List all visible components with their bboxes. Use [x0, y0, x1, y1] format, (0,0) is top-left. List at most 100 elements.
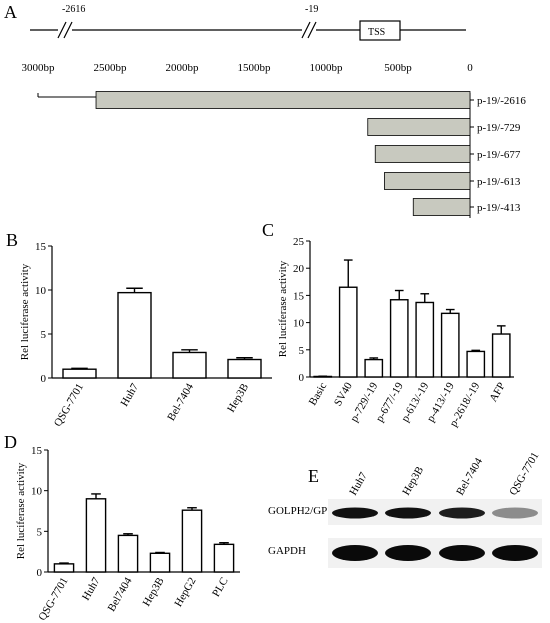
- y-tick-label: 0: [37, 567, 43, 579]
- blot-band-golph2: [332, 507, 378, 519]
- blot-lane-label: Huh7: [347, 470, 370, 498]
- x-tick-label: Basic: [307, 380, 330, 407]
- x-tick-label: Bel-7404: [165, 381, 196, 423]
- blot-band-gapdh: [492, 545, 538, 561]
- panel-a-bar: [384, 172, 471, 190]
- blot-band-gapdh: [385, 545, 431, 561]
- panel-a-row-label: p-19/-677: [477, 149, 521, 161]
- blot-row-label-golph2: GOLPH2/GP73: [268, 505, 339, 517]
- y-tick-label: 0: [299, 372, 305, 384]
- panel-e-letter: E: [308, 466, 319, 486]
- bar: [172, 351, 207, 379]
- y-tick-label: 5: [41, 329, 47, 341]
- break-mark-1b: [63, 21, 73, 39]
- bar: [213, 543, 235, 573]
- panel-a-row-label: p-19/-729: [477, 122, 521, 134]
- panel-a-tick-label: 500bp: [384, 62, 412, 74]
- bar: [440, 312, 460, 378]
- bar: [53, 563, 75, 573]
- panel-c: C 0 5 10 15 20 25 Rel luciferase activity Basic…: [262, 220, 514, 429]
- break-gap-2: [302, 22, 316, 38]
- panel-a-bar: [412, 198, 471, 216]
- marker-2616: -2616: [62, 4, 85, 15]
- break-gap-1: [58, 22, 72, 38]
- y-tick-label: 25: [293, 236, 305, 248]
- y-tick-label: 15: [35, 241, 47, 253]
- panel-a-tick-label: 0: [467, 62, 473, 74]
- panel-a-tick-label: 1500bp: [238, 62, 272, 74]
- panel-a: A -2616 -19 TSS 3000bp 2500bp 2000bp 1500bp…: [4, 2, 526, 218]
- bar: [227, 358, 262, 379]
- panel-a-bars: p-19/-2616 p-19/-729 p-19/-677 p-19/-613 p-1…: [95, 91, 526, 216]
- blot-band-golph2: [492, 507, 538, 519]
- y-axis-label: Rel luciferase activity: [19, 263, 31, 360]
- panel-a-letter: A: [4, 2, 17, 22]
- panel-a-tick-label: 1000bp: [310, 62, 344, 74]
- blot-band-golph2: [439, 507, 485, 519]
- panel-a-tick-label: 2000bp: [166, 62, 200, 74]
- y-tick-label: 0: [41, 373, 47, 385]
- panel-c-letter: C: [262, 220, 274, 240]
- panel-b-letter: B: [6, 230, 18, 250]
- tss-label: TSS: [368, 27, 385, 38]
- x-tick-label: Huh7: [80, 575, 103, 603]
- blot-row-label-gapdh: GAPDH: [268, 545, 306, 557]
- panel-a-bar: [367, 118, 471, 136]
- bar: [85, 498, 107, 573]
- panel-a-bar: [374, 145, 471, 163]
- panel-a-tick-label: 2500bp: [94, 62, 128, 74]
- bar: [389, 299, 409, 378]
- x-tick-label: SV40: [332, 380, 355, 408]
- blot-band-gapdh: [439, 545, 485, 561]
- panel-a-row-label: p-19/-413: [477, 202, 521, 214]
- y-axis-label: Rel luciferase activity: [15, 462, 27, 559]
- x-tick-label: QSG-7701: [36, 576, 70, 623]
- panel-a-bar: [95, 91, 471, 109]
- tss-box: [359, 20, 401, 41]
- bar: [149, 552, 171, 573]
- marker-19: -19: [305, 4, 318, 15]
- panel-a-axis: 3000bp 2500bp 2000bp 1500bp 1000bp 500bp 0: [22, 62, 473, 218]
- bar: [491, 333, 511, 378]
- panel-a-row-label: p-19/-2616: [477, 95, 526, 107]
- bar: [117, 291, 152, 379]
- panel-e: E GOLPH2/GP73 GAPDH Huh7 Hep3B Bel-7404 QSG…: [268, 450, 542, 568]
- bar: [415, 301, 435, 378]
- panel-b: B 0 5 10 15 Rel luciferase activity QSG-7701 H…: [6, 230, 272, 429]
- panel-a-row-label: p-19/-613: [477, 176, 521, 188]
- y-tick-label: 15: [31, 445, 43, 457]
- x-tick-label: HepG2: [172, 576, 198, 610]
- x-tick-label: Hep3B: [141, 576, 167, 609]
- blot-band-gapdh: [332, 545, 378, 561]
- y-tick-label: 5: [37, 526, 43, 538]
- x-tick-label: QSG-7701: [52, 382, 86, 429]
- y-tick-label: 20: [293, 263, 305, 275]
- panel-a-tick-label: 3000bp: [22, 62, 56, 74]
- y-tick-label: 10: [293, 318, 305, 330]
- x-tick-label: PLC: [210, 576, 230, 599]
- panel-d: D 0 5 10 15 Rel luciferase activity QSG-7701 H…: [4, 432, 240, 623]
- bar: [62, 368, 97, 379]
- x-tick-label: Hep3B: [225, 382, 251, 415]
- break-mark-2a: [301, 21, 311, 39]
- x-tick-label: AFP: [487, 381, 507, 404]
- blot-lane-label: Bel-7404: [454, 456, 485, 498]
- y-axis-label: Rel luciferase activity: [277, 260, 289, 357]
- y-tick-label: 10: [35, 285, 47, 297]
- bar: [364, 358, 384, 378]
- panel-d-letter: D: [4, 432, 17, 452]
- break-mark-1a: [57, 21, 67, 39]
- bar: [181, 509, 203, 573]
- y-tick-label: 5: [299, 345, 305, 357]
- y-tick-label: 15: [293, 290, 305, 302]
- bar: [466, 350, 486, 378]
- blot-lane-label: QSG-7701: [507, 450, 541, 497]
- y-tick-label: 10: [31, 486, 43, 498]
- x-tick-label: Huh7: [118, 381, 141, 409]
- blot-band-golph2: [385, 507, 431, 519]
- break-mark-2b: [307, 21, 317, 39]
- blot-lane-label: Hep3B: [400, 465, 426, 498]
- bar: [117, 534, 139, 573]
- bar: [338, 286, 358, 378]
